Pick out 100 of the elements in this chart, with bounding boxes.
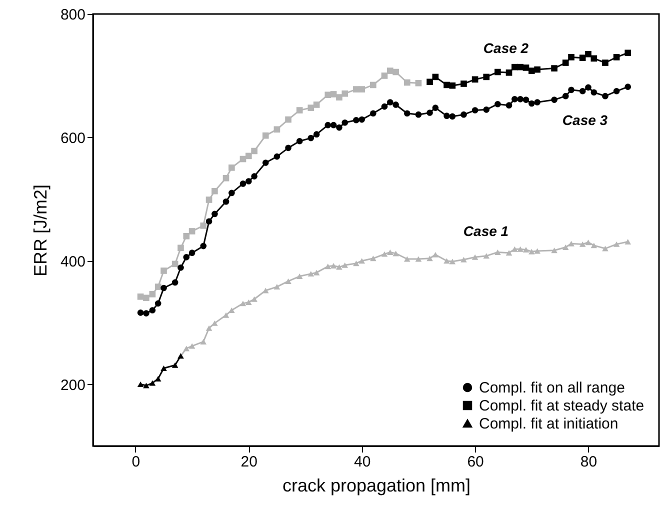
point xyxy=(392,68,399,76)
point xyxy=(358,116,366,123)
point xyxy=(494,100,501,108)
point xyxy=(460,256,467,262)
point xyxy=(613,54,620,60)
point xyxy=(222,175,230,182)
point xyxy=(245,178,252,184)
point xyxy=(183,346,190,352)
point xyxy=(415,256,422,262)
x-tick-label: 20 xyxy=(240,454,258,470)
point xyxy=(137,293,144,300)
point xyxy=(370,110,376,117)
point xyxy=(551,248,558,254)
point xyxy=(432,74,439,80)
point xyxy=(392,102,399,108)
point xyxy=(432,252,439,258)
point xyxy=(494,249,501,255)
point xyxy=(178,264,184,271)
annotation: Case 3 xyxy=(562,112,608,128)
point xyxy=(444,112,450,119)
point xyxy=(483,74,490,80)
point xyxy=(602,60,608,66)
x-axis-title: crack propagation [mm] xyxy=(282,476,471,496)
point xyxy=(517,246,524,252)
point xyxy=(262,160,269,166)
point xyxy=(579,241,586,247)
point xyxy=(274,284,280,290)
point xyxy=(188,343,196,349)
point xyxy=(342,262,348,268)
point xyxy=(381,251,388,257)
point xyxy=(285,116,292,123)
point xyxy=(160,268,167,274)
point xyxy=(512,96,518,102)
point xyxy=(274,126,280,133)
y-tick-label: 200 xyxy=(60,376,86,394)
point xyxy=(613,88,620,94)
point xyxy=(449,113,456,120)
point xyxy=(528,248,535,254)
point xyxy=(149,291,156,298)
point xyxy=(562,244,569,250)
point xyxy=(522,96,530,103)
y-tick-label: 400 xyxy=(60,253,86,270)
point xyxy=(522,64,530,71)
point xyxy=(154,376,162,382)
point xyxy=(624,238,632,244)
point xyxy=(143,294,150,302)
point xyxy=(183,254,190,260)
point xyxy=(313,102,320,108)
point xyxy=(404,256,410,262)
point xyxy=(358,258,366,264)
point xyxy=(381,103,388,110)
point xyxy=(240,180,246,187)
point xyxy=(188,228,196,234)
point xyxy=(602,246,608,252)
point xyxy=(206,325,212,331)
point xyxy=(330,263,337,269)
point xyxy=(149,307,156,314)
point xyxy=(353,116,360,124)
point xyxy=(206,196,212,203)
point xyxy=(245,152,252,160)
point xyxy=(585,240,592,246)
point xyxy=(262,132,269,139)
point xyxy=(506,102,512,108)
point xyxy=(251,173,258,180)
point xyxy=(415,80,422,86)
point xyxy=(568,86,574,94)
point xyxy=(590,89,598,96)
point xyxy=(528,100,535,107)
point xyxy=(534,248,540,254)
point xyxy=(506,250,512,256)
point xyxy=(585,84,592,91)
point xyxy=(212,188,218,194)
point xyxy=(353,260,360,266)
point xyxy=(154,284,162,290)
point xyxy=(336,124,342,131)
point xyxy=(308,134,314,142)
point xyxy=(568,240,574,246)
point xyxy=(602,92,608,100)
point xyxy=(517,96,524,102)
point xyxy=(324,264,332,270)
point xyxy=(404,110,410,117)
point xyxy=(313,131,320,138)
y-tick-label: 600 xyxy=(60,130,86,147)
point xyxy=(381,72,388,79)
point xyxy=(172,279,178,286)
point xyxy=(206,218,212,225)
point xyxy=(472,76,478,83)
point xyxy=(426,110,433,116)
point xyxy=(460,80,467,87)
point xyxy=(172,362,178,368)
point xyxy=(240,300,246,306)
point xyxy=(444,258,450,264)
point xyxy=(579,88,586,94)
point xyxy=(460,111,467,118)
point xyxy=(506,69,512,76)
y-tick-label: 800 xyxy=(60,6,86,24)
point xyxy=(512,246,518,252)
point xyxy=(415,111,422,118)
point xyxy=(342,90,348,97)
point xyxy=(245,299,252,305)
